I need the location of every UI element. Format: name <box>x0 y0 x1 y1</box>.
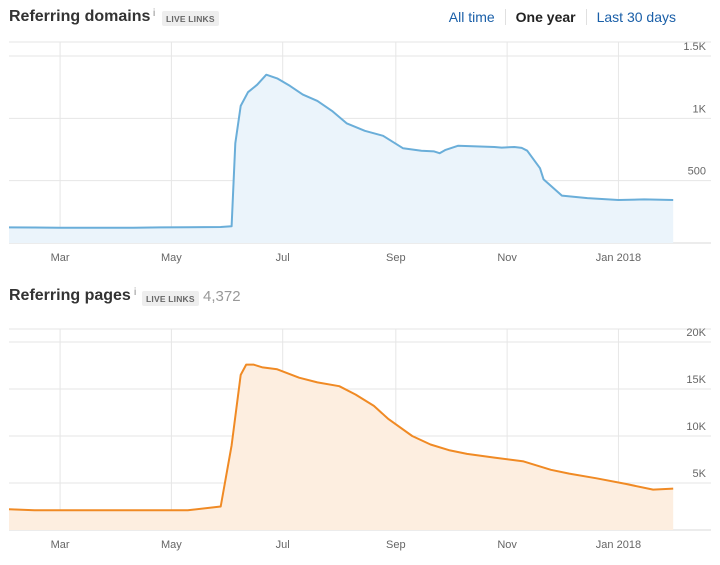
x-tick-label: Jan 2018 <box>596 539 641 551</box>
x-tick-label: Nov <box>497 252 517 264</box>
referring-domains-title: Referring domains <box>9 8 151 25</box>
y-tick-label: 20K <box>686 327 706 339</box>
x-tick-label: Nov <box>497 539 517 551</box>
live-links-badge: LIVE LINKS <box>142 291 199 306</box>
x-tick-label: May <box>161 539 182 551</box>
referring-pages-title: Referring pages <box>9 287 131 304</box>
time-range-tabs: All time One year Last 30 days <box>439 9 686 25</box>
info-icon[interactable]: i <box>134 287 137 298</box>
y-tick-label: 1K <box>693 103 707 115</box>
tab-divider <box>504 9 506 25</box>
tab-all-time[interactable]: All time <box>448 9 495 25</box>
pages-area-fill <box>9 364 674 530</box>
live-links-badge: LIVE LINKS <box>162 11 219 26</box>
tab-one-year[interactable]: One year <box>515 9 576 25</box>
x-tick-label: Jan 2018 <box>596 252 641 264</box>
info-icon[interactable]: i <box>153 8 156 19</box>
y-tick-label: 5K <box>693 468 707 480</box>
y-tick-label: 500 <box>688 166 706 178</box>
x-tick-label: Jul <box>276 539 290 551</box>
y-tick-label: 1.5K <box>683 41 706 53</box>
tab-last-30-days[interactable]: Last 30 days <box>596 9 676 25</box>
x-tick-label: Jul <box>276 252 290 264</box>
y-tick-label: 15K <box>686 374 706 386</box>
referring-pages-total: 4,372 <box>203 288 241 305</box>
x-tick-label: Mar <box>51 252 70 264</box>
x-tick-label: May <box>161 252 182 264</box>
x-tick-label: Sep <box>386 539 406 551</box>
x-tick-label: Mar <box>51 539 70 551</box>
pages-series-line <box>8 363 674 512</box>
domains-series-line <box>8 73 674 229</box>
y-tick-label: 10K <box>686 421 706 433</box>
domains-area-fill <box>9 74 674 243</box>
tab-divider <box>585 9 587 25</box>
x-tick-label: Sep <box>386 252 406 264</box>
